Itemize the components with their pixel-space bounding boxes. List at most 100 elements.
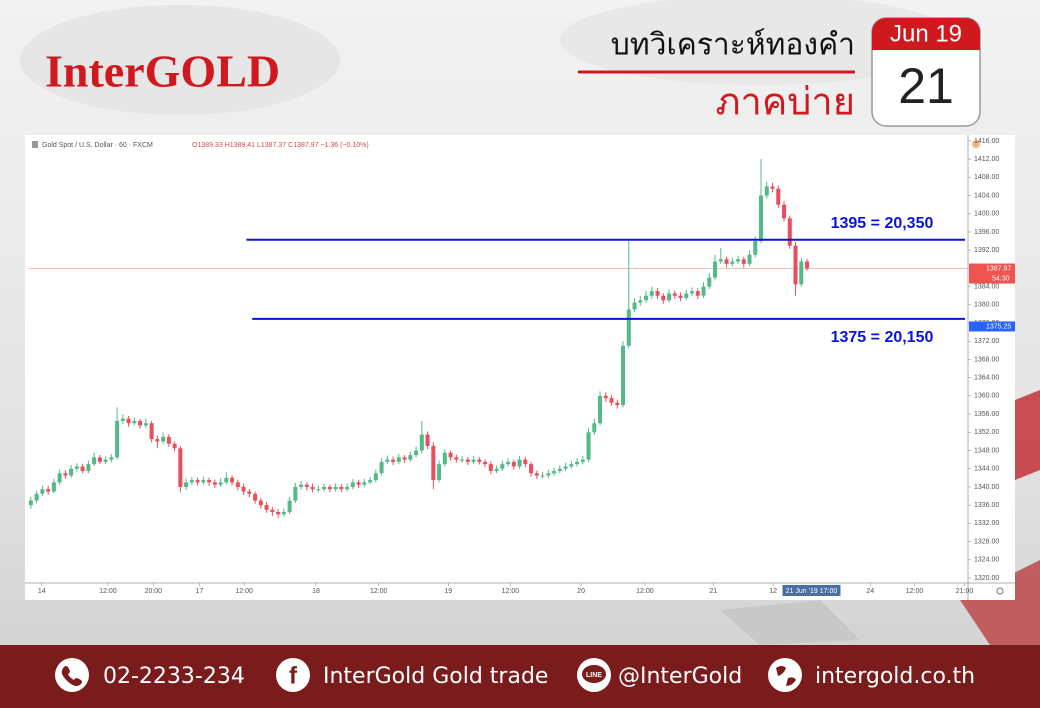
- level-label: 1375 = 20,150: [831, 329, 934, 346]
- y-tick-label: 1332.00: [974, 520, 999, 527]
- candle-body: [373, 473, 378, 481]
- candle-body: [546, 473, 551, 476]
- y-tick-label: 1352.00: [974, 429, 999, 436]
- y-tick-label: 1328.00: [974, 538, 999, 545]
- candle-body: [419, 434, 424, 451]
- candle-body: [264, 505, 269, 510]
- candle-body: [724, 259, 729, 264]
- y-tick-label: 1416.00: [974, 138, 999, 145]
- y-tick-label: 1364.00: [974, 375, 999, 382]
- logo: InterGOLD: [45, 46, 280, 97]
- y-tick-label: 1368.00: [974, 356, 999, 363]
- candle-body: [166, 436, 171, 444]
- footer-website: intergold.co.th: [815, 664, 975, 689]
- candle-body: [667, 293, 672, 301]
- candle-body: [350, 482, 355, 487]
- candle-body: [80, 466, 85, 471]
- y-tick-label: 1356.00: [974, 411, 999, 418]
- candle-body: [517, 459, 522, 467]
- candle-body: [385, 459, 390, 462]
- candle-body: [437, 464, 442, 481]
- candle-body: [431, 445, 436, 481]
- x-tick-label: 12:00: [235, 588, 253, 595]
- candle-body: [661, 295, 666, 301]
- candle-body: [224, 477, 229, 483]
- candle-body: [471, 459, 476, 462]
- x-tick-label: 24: [866, 588, 874, 595]
- settings-icon[interactable]: [996, 587, 1004, 595]
- x-tick-label: 19: [444, 588, 452, 595]
- candle-body: [483, 461, 488, 465]
- candle-body: [115, 420, 120, 458]
- y-tick-label: 1384.00: [974, 283, 999, 290]
- candle-body: [281, 511, 286, 515]
- header-title: บทวิเคราะห์ทองคำ: [611, 28, 855, 63]
- candle-body: [402, 457, 407, 460]
- candle-body: [149, 423, 154, 440]
- y-tick-label: 1396.00: [974, 229, 999, 236]
- candle-body: [218, 482, 223, 485]
- y-tick-label: 1400.00: [974, 211, 999, 218]
- price-tag-label: 1387.97: [986, 265, 1011, 272]
- candle-body: [195, 480, 200, 483]
- candle-body: [707, 277, 712, 287]
- candle-body: [598, 395, 603, 424]
- candle-body: [362, 482, 367, 485]
- candle-body: [632, 302, 637, 310]
- candle-body: [327, 486, 332, 490]
- candle-body: [448, 452, 453, 458]
- calendar-month: Jun 19: [890, 20, 962, 47]
- facebook-icon: [276, 658, 310, 692]
- map-shape: [20, 5, 340, 115]
- candle-body: [201, 480, 206, 483]
- globe-icon: [768, 658, 802, 692]
- candle-body: [540, 475, 545, 477]
- decor-arrow: [1015, 390, 1040, 480]
- candle-body: [730, 261, 735, 264]
- candle-body: [414, 450, 419, 456]
- candle-body: [626, 309, 631, 346]
- candle-body: [138, 420, 143, 426]
- collapse-icon[interactable]: [32, 141, 38, 148]
- candle-body: [270, 509, 275, 512]
- candle-body: [529, 464, 534, 474]
- candle-body: [701, 286, 706, 296]
- candle-body: [736, 259, 741, 262]
- x-marker: [782, 585, 841, 596]
- calendar-top: [872, 18, 980, 50]
- candle-body: [678, 295, 683, 298]
- candle-body: [615, 402, 620, 405]
- candle-body: [356, 482, 361, 485]
- candle-body: [333, 486, 338, 490]
- candle-body: [172, 443, 177, 449]
- x-tick-label: 12: [769, 588, 777, 595]
- x-tick-label: 14: [38, 588, 46, 595]
- calendar-day: 21: [898, 58, 954, 114]
- map-shape: [560, 0, 960, 85]
- candle-body: [109, 457, 114, 460]
- price-tag: [969, 263, 1015, 274]
- candle-body: [506, 461, 511, 465]
- y-tick-label: 1336.00: [974, 502, 999, 509]
- chart-subtitle: O1389.33 H1389.41 L1387.37 C1387.97 −1.3…: [192, 142, 369, 149]
- alert-icon[interactable]: [972, 140, 980, 148]
- candle-body: [287, 500, 292, 512]
- candle-body: [161, 436, 166, 442]
- candle-body: [304, 484, 309, 487]
- candle-body: [46, 489, 51, 492]
- candle-body: [787, 218, 792, 246]
- candle-body: [258, 500, 263, 506]
- phone-icon: [55, 658, 89, 692]
- candle-body: [713, 261, 718, 278]
- candle-body: [592, 423, 597, 433]
- candle-body: [322, 486, 327, 490]
- candle-body: [396, 457, 401, 462]
- candle-body: [132, 420, 137, 424]
- facebook-glyph: f: [289, 662, 298, 689]
- candle-body: [103, 459, 108, 462]
- candle-body: [759, 195, 764, 242]
- candle-body: [684, 293, 689, 298]
- plot: 1416.00 1412.00 1408.00 1404.00 1400.00 1396.…: [28, 138, 1015, 596]
- candle-body: [293, 486, 298, 501]
